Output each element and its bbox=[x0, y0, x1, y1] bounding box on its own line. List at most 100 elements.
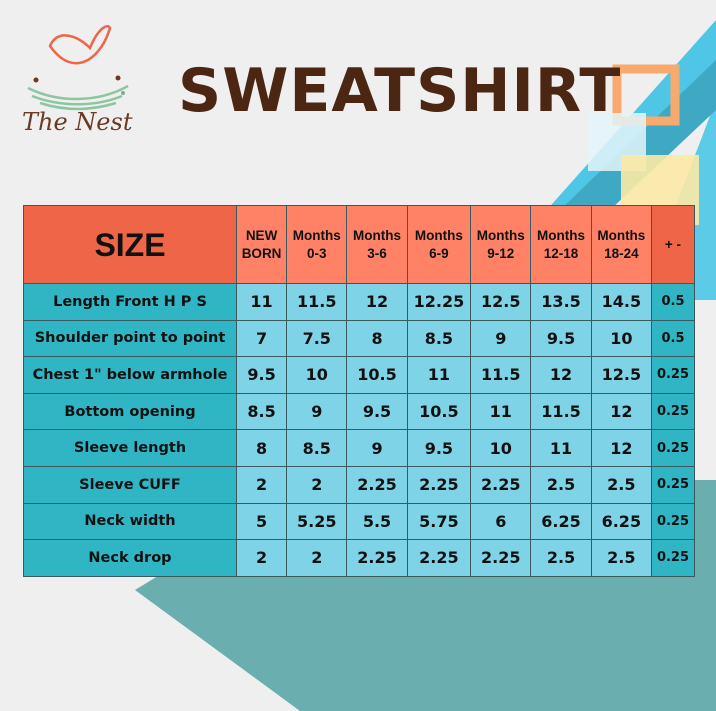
measurement-cell: 6 bbox=[470, 502, 532, 541]
column-header-line: Months bbox=[414, 227, 463, 243]
measurement-cell: 12.25 bbox=[406, 283, 472, 321]
measurement-cell: 8.5 bbox=[286, 429, 348, 467]
size-column-header: NEW BORN bbox=[235, 205, 288, 284]
measurement-cell: 8 bbox=[346, 319, 408, 358]
measurement-cell: 2 bbox=[235, 539, 288, 577]
table-row: Sleeve CUFF 2 2 2.25 2.25 2.25 2.5 2.5 0.25 bbox=[23, 465, 695, 504]
measurement-cell: 5 bbox=[235, 502, 288, 541]
measurement-cell: 9 bbox=[286, 392, 348, 431]
table-row: Bottom opening 8.5 9 9.5 10.5 11 11.5 12 0.25 bbox=[23, 392, 695, 431]
measurement-cell: 2.5 bbox=[590, 539, 653, 577]
tolerance-cell: 0.5 bbox=[651, 283, 695, 321]
tolerance-cell: 0.25 bbox=[651, 356, 695, 394]
measurement-cell: 9.5 bbox=[346, 392, 408, 431]
measurement-cell: 14.5 bbox=[590, 283, 653, 321]
brand-name: The Nest bbox=[22, 108, 133, 136]
measurement-cell: 11 bbox=[530, 429, 592, 467]
row-label: Bottom opening bbox=[23, 392, 237, 431]
size-column-header: Months 18-24 bbox=[590, 205, 653, 284]
column-header-line: 0-3 bbox=[307, 245, 327, 261]
measurement-cell: 11 bbox=[470, 392, 532, 431]
column-header-line: Months bbox=[476, 227, 525, 243]
row-label: Length Front H P S bbox=[23, 283, 237, 321]
measurement-cell: 5.75 bbox=[406, 502, 472, 541]
column-header-line: 6-9 bbox=[429, 245, 449, 261]
size-column-header: Months 9-12 bbox=[470, 205, 532, 284]
column-header-line: Months bbox=[537, 227, 586, 243]
column-header-line: 3-6 bbox=[367, 245, 387, 261]
measurement-cell: 10 bbox=[590, 319, 653, 358]
measurement-cell: 2.5 bbox=[530, 465, 592, 504]
measurement-cell: 10 bbox=[286, 356, 348, 394]
measurement-cell: 2.25 bbox=[470, 539, 532, 577]
measurement-cell: 9 bbox=[346, 429, 408, 467]
measurement-cell: 5.5 bbox=[346, 502, 408, 541]
measurement-cell: 12 bbox=[590, 429, 653, 467]
measurement-cell: 2.25 bbox=[470, 465, 532, 504]
row-label: Neck width bbox=[23, 502, 237, 541]
tolerance-cell: 0.25 bbox=[651, 539, 695, 577]
tolerance-cell: 0.25 bbox=[651, 465, 695, 504]
measurement-cell: 11 bbox=[406, 356, 472, 394]
column-header-line: BORN bbox=[241, 245, 282, 261]
size-column-header: Months 3-6 bbox=[346, 205, 408, 284]
size-chart-table: SIZE NEW BORN Months 0-3 Months 3-6 Months 6-9 M… bbox=[23, 205, 695, 577]
measurement-cell: 12 bbox=[590, 392, 653, 431]
measurement-cell: 7.5 bbox=[286, 319, 348, 358]
row-label: Sleeve CUFF bbox=[23, 465, 237, 504]
measurement-cell: 2.25 bbox=[346, 465, 408, 504]
measurement-cell: 12.5 bbox=[470, 283, 532, 321]
column-header-line: Months bbox=[292, 227, 341, 243]
table-row: Length Front H P S 11 11.5 12 12.25 12.5 13.5 1… bbox=[23, 283, 695, 321]
column-header-line: NEW bbox=[245, 227, 278, 243]
row-label: Neck drop bbox=[23, 539, 237, 577]
table-row: Sleeve length 8 8.5 9 9.5 10 11 12 0.25 bbox=[23, 429, 695, 467]
measurement-cell: 10.5 bbox=[406, 392, 472, 431]
measurement-cell: 11.5 bbox=[530, 392, 592, 431]
measurement-cell: 11 bbox=[235, 283, 288, 321]
measurement-cell: 12 bbox=[530, 356, 592, 394]
measurement-cell: 5.25 bbox=[286, 502, 348, 541]
size-header: SIZE bbox=[23, 205, 237, 284]
column-header-line: 12-18 bbox=[543, 245, 579, 261]
row-label: Chest 1" below armhole bbox=[23, 356, 237, 394]
the-nest-logo bbox=[27, 24, 129, 111]
measurement-cell: 6.25 bbox=[590, 502, 653, 541]
size-column-header: Months 0-3 bbox=[286, 205, 348, 284]
measurement-cell: 2.25 bbox=[346, 539, 408, 577]
measurement-cell: 9.5 bbox=[530, 319, 592, 358]
measurement-cell: 11.5 bbox=[470, 356, 532, 394]
measurement-cell: 10 bbox=[470, 429, 532, 467]
measurement-cell: 12 bbox=[346, 283, 408, 321]
page-title: SWEATSHIRT bbox=[178, 56, 622, 126]
row-label: Sleeve length bbox=[23, 429, 237, 467]
column-header-line: 18-24 bbox=[604, 245, 639, 261]
measurement-cell: 2.25 bbox=[406, 465, 472, 504]
column-header-line: Months bbox=[353, 227, 402, 243]
tolerance-cell: 0.25 bbox=[651, 502, 695, 541]
measurement-cell: 9 bbox=[470, 319, 532, 358]
measurement-cell: 12.5 bbox=[590, 356, 653, 394]
row-label: Shoulder point to point bbox=[23, 319, 237, 358]
table-row: Neck drop 2 2 2.25 2.25 2.25 2.5 2.5 0.25 bbox=[23, 539, 695, 577]
size-column-header: Months 6-9 bbox=[406, 205, 472, 284]
tolerance-cell: 0.25 bbox=[651, 392, 695, 431]
table-row: Neck width 5 5.25 5.5 5.75 6 6.25 6.25 0.25 bbox=[23, 502, 695, 541]
measurement-cell: 2 bbox=[286, 465, 348, 504]
measurement-cell: 6.25 bbox=[530, 502, 592, 541]
measurement-cell: 8.5 bbox=[235, 392, 288, 431]
measurement-cell: 2.25 bbox=[406, 539, 472, 577]
size-column-header: Months 12-18 bbox=[530, 205, 592, 284]
measurement-cell: 10.5 bbox=[346, 356, 408, 394]
table-row: Chest 1" below armhole 9.5 10 10.5 11 11.5 12 1… bbox=[23, 356, 695, 394]
tolerance-cell: 0.5 bbox=[651, 319, 695, 358]
measurement-cell: 2.5 bbox=[530, 539, 592, 577]
measurement-cell: 2 bbox=[286, 539, 348, 577]
tolerance-header: + - bbox=[651, 205, 695, 284]
measurement-cell: 2.5 bbox=[590, 465, 653, 504]
measurement-cell: 8 bbox=[235, 429, 288, 467]
measurement-cell: 9.5 bbox=[406, 429, 472, 467]
measurement-cell: 7 bbox=[235, 319, 288, 358]
measurement-cell: 11.5 bbox=[286, 283, 348, 321]
measurement-cell: 2 bbox=[235, 465, 288, 504]
